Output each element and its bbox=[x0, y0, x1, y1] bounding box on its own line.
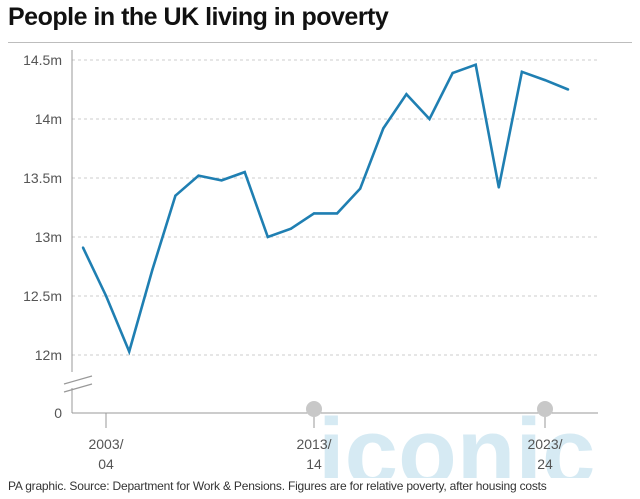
data-point bbox=[405, 93, 408, 96]
year-marker bbox=[537, 401, 553, 417]
data-point bbox=[335, 212, 339, 215]
data-point bbox=[451, 71, 454, 75]
x-tick-label: 2013/ bbox=[296, 436, 331, 452]
data-point bbox=[428, 117, 431, 121]
year-marker bbox=[306, 401, 322, 417]
data-point bbox=[128, 350, 131, 353]
data-point bbox=[266, 235, 269, 239]
x-tick-label: 24 bbox=[537, 456, 553, 472]
data-point bbox=[359, 187, 362, 190]
axis-break-icon bbox=[63, 375, 93, 393]
data-point bbox=[81, 246, 85, 249]
y-tick-label: 12m bbox=[35, 347, 62, 363]
data-point bbox=[174, 194, 177, 197]
x-tick-label: 14 bbox=[306, 456, 322, 472]
data-point bbox=[474, 63, 477, 66]
chart-title: People in the UK living in poverty bbox=[8, 3, 389, 31]
data-point bbox=[312, 212, 316, 215]
data-point bbox=[289, 227, 293, 230]
data-point bbox=[151, 268, 154, 272]
gridlines bbox=[72, 59, 598, 414]
title-divider bbox=[8, 42, 632, 43]
data-point bbox=[104, 294, 108, 298]
data-point bbox=[197, 174, 200, 177]
x-tick-label: 2023/ bbox=[527, 436, 562, 452]
y-tick-label-zero: 0 bbox=[54, 405, 62, 421]
x-tick-label: 2003/ bbox=[88, 436, 123, 452]
data-point bbox=[543, 78, 547, 82]
data-point bbox=[497, 186, 500, 189]
y-axis: 14.5m 14m 13.5m 13m 12.5m 12m 0 bbox=[23, 52, 62, 421]
source-note: PA graphic. Source: Department for Work … bbox=[8, 479, 547, 493]
data-point bbox=[520, 70, 524, 74]
series-line bbox=[81, 62, 569, 356]
x-axis: 2003/04 2013/14 2023/24 bbox=[63, 50, 563, 472]
data-point bbox=[382, 127, 385, 130]
y-tick-label: 13.5m bbox=[23, 170, 62, 186]
data-point bbox=[220, 179, 223, 182]
data-point bbox=[243, 170, 246, 174]
y-tick-label: 12.5m bbox=[23, 288, 62, 304]
series bbox=[81, 62, 570, 356]
data-point bbox=[566, 88, 570, 91]
y-tick-label: 14.5m bbox=[23, 52, 62, 68]
x-tick-label: 04 bbox=[98, 456, 114, 472]
y-tick-label: 14m bbox=[35, 111, 62, 127]
y-tick-label: 13m bbox=[35, 229, 62, 245]
